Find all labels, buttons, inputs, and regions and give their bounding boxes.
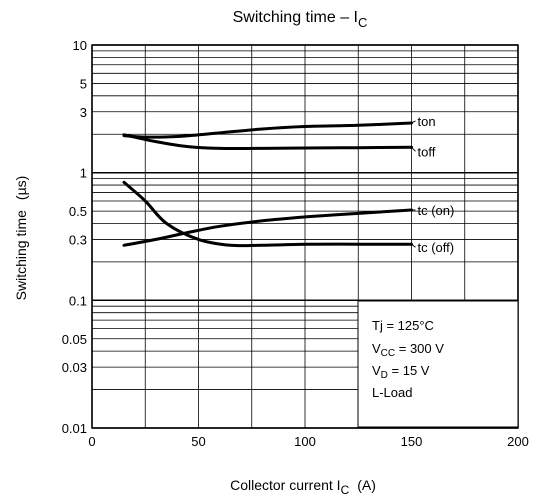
y-tick-label: 0.05 [62,332,87,347]
annotation-box [357,300,519,428]
annotation-line-vd: VD = 15 V [372,363,430,381]
y-tick-label: 10 [73,38,87,53]
x-tick-label: 50 [191,434,205,449]
x-tick-label: 0 [88,434,95,449]
series-line-tc-off [122,180,413,248]
y-tick-label: 0.3 [69,232,87,247]
y-tick-label: 0.03 [62,360,87,375]
series-label-ton: ton [418,114,436,129]
y-tick-label: 1 [80,166,87,181]
series-label-leader [411,146,416,152]
annotation-line-vcc: VCC = 300 V [372,341,444,359]
series-line-ton [122,121,413,139]
x-tick-labels: 0 50 100 150 200 [88,434,528,449]
x-tick-label: 150 [401,434,423,449]
y-tick-label: 0.01 [62,421,87,436]
series-label-leader [411,243,416,248]
series-lines [122,121,413,248]
series-label-tc-on: tc (on) [418,203,455,218]
y-tick-label: 3 [80,105,87,120]
x-tick-label: 100 [294,434,316,449]
series-line-tc-on [122,208,413,247]
chart-title: Switching time – IC [233,9,368,30]
y-tick-label: 5 [80,76,87,91]
y-axis-label: Switching time(µs) [13,176,29,301]
series-line-toff [122,133,413,151]
x-tick-label: 200 [507,434,529,449]
annotation-line-load: L-Load [372,385,412,400]
y-tick-label: 0.5 [69,204,87,219]
annotation-line-tj: Tj = 125°C [372,318,434,333]
plot-frame [91,44,519,429]
y-tick-label: 0.1 [69,293,87,308]
series-label-tc-off: tc (off) [418,240,455,255]
series-labels: ton toff tc (on) tc (off) [411,114,455,255]
series-label-leader [411,120,416,124]
x-axis-label: Collector current IC (A) [230,477,376,497]
series-label-toff: toff [418,144,436,159]
conditions-annotation: Tj = 125°C VCC = 300 V VD = 15 V L-Load [357,300,519,428]
y-tick-labels: 10 5 3 1 0.5 0.3 0.1 0.05 0.03 0.01 [62,38,87,436]
